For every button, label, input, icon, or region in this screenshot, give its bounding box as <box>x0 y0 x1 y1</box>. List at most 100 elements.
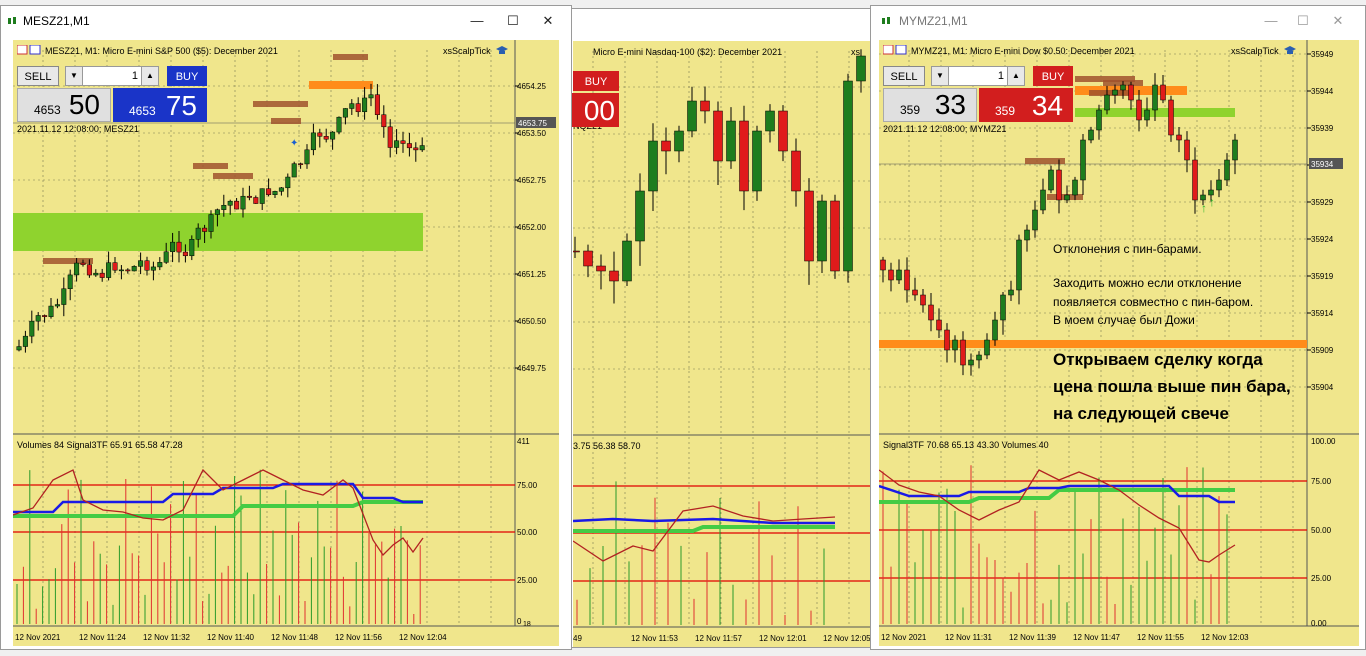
right-lots-down-icon[interactable]: ▼ <box>932 67 949 85</box>
time-tick-label: 12 Nov 12:03 <box>1201 633 1249 642</box>
candle-body <box>1064 194 1070 201</box>
time-tick-label: 12 Nov 11:40 <box>207 633 255 642</box>
candle-body <box>1048 169 1054 191</box>
close-icon[interactable]: ✕ <box>542 13 554 28</box>
candle-body <box>1160 84 1166 101</box>
candle-body <box>285 176 291 189</box>
arrow-marker: ✦ <box>290 138 298 149</box>
left-lots-up-icon[interactable]: ▲ <box>141 67 158 85</box>
candle-body <box>880 259 886 271</box>
minimize-icon[interactable]: — <box>1264 13 1278 28</box>
candle-body <box>304 149 310 165</box>
candle-body <box>596 265 606 272</box>
right-bid-small: 359 <box>900 103 921 117</box>
middle-chart-window[interactable]: 49 12 Nov 11:53 12 Nov 11:57 12 Nov 12:01 12… <box>560 8 878 648</box>
price-tick-label: 35919 <box>1311 272 1334 281</box>
left-lots-value: 1 <box>131 70 138 82</box>
right-bid-big: 33 <box>934 89 966 120</box>
time-tick-label: 12 Nov 11:53 <box>631 634 679 643</box>
middle-chart-area[interactable]: 49 12 Nov 11:53 12 Nov 11:57 12 Nov 12:01 12… <box>561 41 873 647</box>
annotation-line-3: появляется совместно с пин-баром. <box>1053 295 1254 309</box>
right-ask-box[interactable]: 359 34 <box>979 88 1073 122</box>
candle-body <box>138 260 144 267</box>
price-tick-label: 4649.75 <box>517 364 546 373</box>
right-ask-big: 34 <box>1031 90 1063 121</box>
maximize-icon[interactable]: ☐ <box>507 13 519 28</box>
candle-body <box>1176 134 1182 141</box>
candle-body <box>253 197 259 204</box>
time-tick-label: 12 Nov 11:47 <box>1073 633 1121 642</box>
right-lots-up-icon[interactable]: ▲ <box>1007 67 1024 85</box>
candle-body <box>1168 99 1174 136</box>
current-price-tag-bg <box>1309 158 1343 169</box>
left-window-titlebar[interactable]: MESZ21,M1 — ☐ ✕ <box>1 6 571 36</box>
candle-body <box>355 103 361 113</box>
time-tick-label: 12 Nov 2021 <box>881 633 927 642</box>
middle-indicator-name: xs <box>851 47 860 57</box>
close-icon[interactable]: ✕ <box>1332 13 1344 28</box>
left-lots-down-icon[interactable]: ▼ <box>66 67 83 85</box>
price-tick-label: 35939 <box>1311 124 1334 133</box>
candle-body <box>208 214 214 232</box>
left-lots-stepper[interactable]: ▼ 1 ▲ <box>65 66 159 86</box>
current-price-tag: 4653.75 <box>518 119 547 128</box>
middle-symbol-line: Micro E-mini Nasdaq-100 ($2): December 2… <box>593 47 783 57</box>
left-chart-area[interactable]: ✦ 4654.25 4653.50 4652.75 4652.00 4651.25 4650… <box>13 40 559 646</box>
right-chart-menu-icon[interactable] <box>883 45 907 55</box>
left-sell-button[interactable]: SELL <box>17 66 59 86</box>
support-zone <box>879 340 1307 348</box>
right-window-titlebar[interactable]: MYMZ21,M1 — ☐ ✕ <box>871 6 1365 36</box>
minimize-icon[interactable]: — <box>470 13 484 28</box>
time-tick-label: 12 Nov 11:48 <box>271 633 319 642</box>
left-chart-menu-icon[interactable] <box>17 45 41 55</box>
candle-body <box>674 130 684 152</box>
middle-sub-label: 3.75 56.38 58.70 <box>573 441 641 451</box>
candle-body <box>394 140 400 148</box>
candle-body <box>48 305 54 317</box>
signal-line-red <box>13 468 424 557</box>
candle-body <box>362 97 368 113</box>
time-tick-label: 12 Nov 11:57 <box>695 634 743 643</box>
left-chart-window[interactable]: MESZ21,M1 — ☐ ✕ ✦ 4654.25 4653.50 4652.75 46… <box>0 5 572 650</box>
middle-buy-button[interactable]: BUY <box>573 71 619 91</box>
maximize-icon[interactable]: ☐ <box>1297 13 1309 28</box>
candle-body <box>944 329 950 351</box>
candle-body <box>713 110 723 162</box>
candle-body <box>1216 179 1222 191</box>
candle-body <box>928 304 934 321</box>
middle-window-titlebar[interactable] <box>561 9 877 39</box>
candle-body <box>221 204 227 210</box>
right-bid-box[interactable]: 359 33 <box>883 88 977 122</box>
left-ask-box[interactable]: 4653 75 <box>113 88 207 122</box>
candle-body <box>1112 89 1118 96</box>
candle-body <box>635 190 645 242</box>
graduation-cap-icon <box>496 46 508 54</box>
left-buy-button[interactable]: BUY <box>167 66 207 86</box>
sub-tick-label: 50.00 <box>1311 526 1332 535</box>
candle-body <box>912 289 918 296</box>
right-ask-small: 359 <box>995 104 1016 118</box>
candle-body <box>952 339 958 351</box>
candle-body <box>739 120 749 192</box>
candle-body <box>381 114 387 128</box>
right-chart-window[interactable]: MYMZ21,M1 — ☐ ✕ ↑↑3594935944359393593435… <box>870 5 1366 650</box>
sub-tick-label: 18 <box>523 621 531 628</box>
right-lots-stepper[interactable]: ▼ 1 ▲ <box>931 66 1025 86</box>
sub-tick-label: 0 <box>517 617 522 626</box>
pinbar-marker <box>271 118 301 124</box>
candle-body <box>342 108 348 118</box>
candle-body <box>317 132 323 137</box>
right-chart-area[interactable]: ↑↑35949359443593935934359293592435919359… <box>879 40 1359 646</box>
left-bid-box[interactable]: 4653 50 <box>17 88 111 122</box>
signal-line-blue <box>879 484 1235 504</box>
left-trade-panel: SELL ▼ 1 ▲ BUY 4653 50 4653 75 <box>17 66 207 122</box>
price-tick-label: 35944 <box>1311 87 1334 96</box>
signal-line-green <box>879 488 1235 504</box>
left-chart-svg: ✦ 4654.25 4653.50 4652.75 4652.00 4651.25 4650… <box>13 40 559 642</box>
left-ask-big: 75 <box>165 90 197 121</box>
right-buy-button[interactable]: BUY <box>1033 66 1073 86</box>
right-sell-button[interactable]: SELL <box>883 66 925 86</box>
price-tick-label: 4654.25 <box>517 82 546 91</box>
price-tick-label: 35904 <box>1311 383 1334 392</box>
candle-body <box>622 240 632 282</box>
